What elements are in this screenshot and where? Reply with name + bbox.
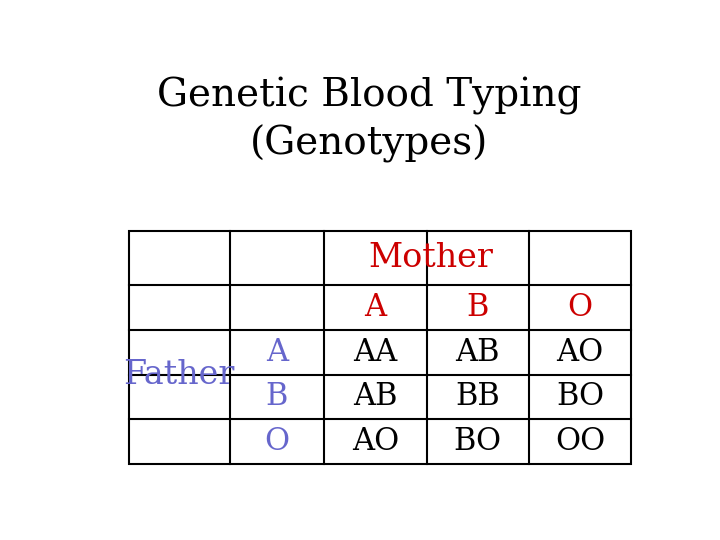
Text: B: B (266, 381, 288, 413)
Text: BB: BB (456, 381, 500, 413)
Text: AA: AA (354, 337, 397, 368)
Text: Genetic Blood Typing
(Genotypes): Genetic Blood Typing (Genotypes) (157, 77, 581, 163)
Text: AB: AB (354, 381, 397, 413)
Text: BO: BO (454, 426, 502, 457)
Text: Mother: Mother (368, 242, 492, 274)
Text: A: A (364, 292, 387, 323)
Text: O: O (567, 292, 593, 323)
Text: B: B (467, 292, 489, 323)
Text: A: A (266, 337, 288, 368)
Text: AB: AB (456, 337, 500, 368)
Text: Father: Father (124, 359, 235, 390)
Text: BO: BO (556, 381, 604, 413)
Text: O: O (264, 426, 289, 457)
Text: AO: AO (352, 426, 399, 457)
Text: OO: OO (555, 426, 606, 457)
Text: AO: AO (557, 337, 604, 368)
